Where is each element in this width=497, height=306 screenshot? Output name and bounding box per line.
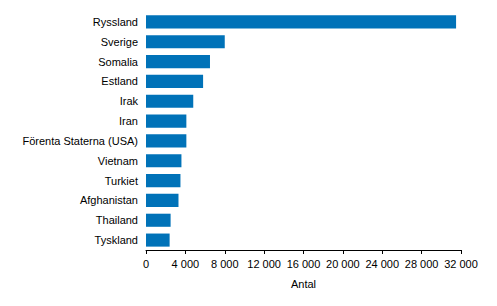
svg-text:Vietnam: Vietnam	[98, 155, 138, 167]
svg-text:0: 0	[143, 258, 149, 270]
svg-text:Sverige: Sverige	[101, 36, 138, 48]
svg-text:Thailand: Thailand	[96, 214, 138, 226]
svg-text:Tyskland: Tyskland	[95, 234, 138, 246]
svg-text:4 000: 4 000	[172, 258, 200, 270]
svg-text:Ryssland: Ryssland	[93, 16, 138, 28]
svg-text:Irak: Irak	[120, 95, 139, 107]
svg-text:16 000: 16 000	[287, 258, 321, 270]
svg-text:Förenta Staterna (USA): Förenta Staterna (USA)	[22, 135, 138, 147]
svg-text:Turkiet: Turkiet	[105, 175, 138, 187]
svg-text:Antal: Antal	[291, 278, 316, 290]
svg-text:Iran: Iran	[119, 115, 138, 127]
svg-text:Afghanistan: Afghanistan	[80, 194, 138, 206]
svg-text:20 000: 20 000	[326, 258, 360, 270]
svg-text:28 000: 28 000	[405, 258, 439, 270]
svg-text:24 000: 24 000	[365, 258, 399, 270]
svg-text:12 000: 12 000	[247, 258, 281, 270]
svg-text:32 000: 32 000	[444, 258, 478, 270]
svg-text:Estland: Estland	[101, 75, 138, 87]
svg-text:Somalia: Somalia	[98, 56, 139, 68]
svg-text:8 000: 8 000	[211, 258, 239, 270]
